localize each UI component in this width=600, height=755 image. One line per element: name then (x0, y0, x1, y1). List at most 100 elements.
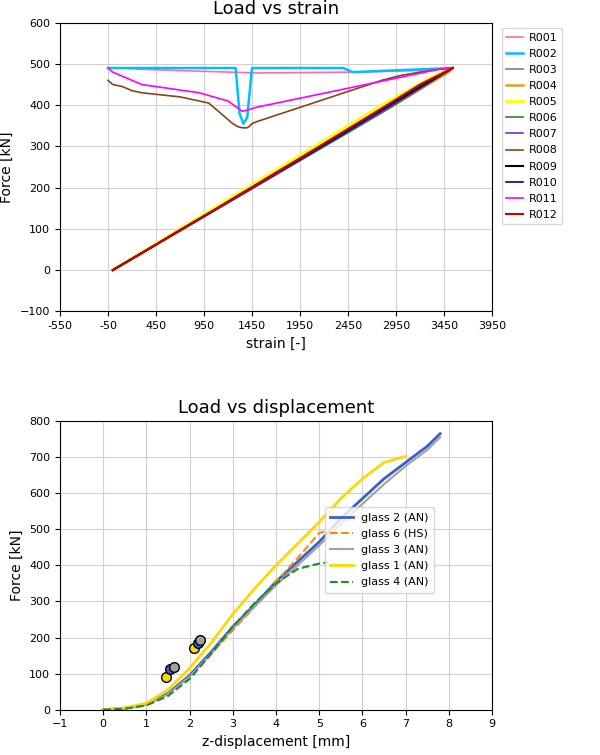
R010 (301, 153, 308, 162)
R008 (215, 106, 222, 116)
glass 3 (AN) (208, 649, 215, 658)
Line: R008: R008 (108, 68, 452, 128)
R008 (239, 123, 246, 132)
R004 (167, 231, 174, 240)
R007 (416, 84, 424, 93)
Line: glass 6 (HS): glass 6 (HS) (103, 529, 332, 710)
glass 1 (AN) (164, 686, 172, 695)
glass 2 (AN) (208, 648, 215, 657)
R012 (148, 243, 155, 252)
R009 (277, 165, 284, 174)
R002 (128, 63, 136, 72)
R002 (301, 63, 308, 72)
X-axis label: strain [-]: strain [-] (246, 337, 306, 350)
glass 2 (AN) (337, 514, 344, 523)
glass 6 (HS) (229, 626, 236, 635)
R012 (263, 174, 270, 183)
X-axis label: z-displacement [mm]: z-displacement [mm] (202, 735, 350, 749)
R002 (449, 63, 456, 72)
glass 1 (AN) (143, 698, 150, 707)
glass 3 (AN) (402, 461, 409, 470)
R008 (157, 91, 164, 100)
R008 (397, 71, 404, 80)
R006 (388, 103, 395, 112)
glass 4 (AN) (100, 705, 107, 714)
R011 (138, 80, 145, 89)
glass 1 (AN) (100, 705, 107, 714)
R002 (244, 113, 251, 122)
R009 (412, 85, 419, 94)
R012 (186, 220, 193, 230)
glass 1 (AN) (251, 584, 258, 593)
R005 (176, 224, 184, 233)
glass 4 (AN) (324, 558, 331, 567)
R010 (340, 129, 347, 138)
glass 4 (AN) (294, 565, 301, 574)
glass 1 (AN) (359, 474, 366, 483)
R006 (349, 125, 356, 134)
R002 (263, 63, 270, 72)
glass 6 (HS) (164, 691, 172, 700)
Line: R007: R007 (113, 68, 452, 270)
Legend: R001, R002, R003, R004, R005, R006, R007, R008, R009, R010, R011, R012: R001, R002, R003, R004, R005, R006, R007… (502, 28, 562, 224)
Line: R011: R011 (108, 68, 452, 111)
glass 3 (AN) (100, 705, 107, 714)
glass 3 (AN) (121, 704, 128, 713)
R012 (301, 151, 308, 160)
R005 (449, 63, 456, 72)
R012 (109, 266, 116, 275)
Line: R006: R006 (113, 68, 452, 270)
glass 6 (HS) (251, 602, 258, 612)
R005 (109, 266, 116, 275)
R005 (378, 100, 385, 109)
R005 (244, 183, 251, 192)
glass 1 (AN) (294, 539, 301, 548)
R002 (340, 63, 347, 72)
glass 2 (AN) (100, 705, 107, 714)
R012 (416, 80, 424, 89)
glass 2 (AN) (143, 700, 150, 709)
R003 (397, 92, 404, 101)
R009 (449, 63, 456, 72)
R001 (449, 63, 456, 72)
R012 (378, 104, 385, 113)
R003 (445, 66, 452, 75)
R011 (167, 84, 174, 93)
glass 1 (AN) (121, 704, 128, 713)
R008 (205, 99, 212, 108)
Line: glass 4 (AN): glass 4 (AN) (103, 562, 328, 710)
glass 2 (AN) (251, 600, 258, 609)
Line: R005: R005 (113, 68, 452, 270)
glass 2 (AN) (294, 557, 301, 566)
glass 1 (AN) (380, 458, 388, 467)
R003 (253, 179, 260, 188)
glass 4 (AN) (251, 599, 258, 608)
glass 3 (AN) (316, 541, 323, 550)
R011 (239, 106, 246, 116)
Line: R002: R002 (108, 68, 452, 124)
glass 2 (AN) (437, 429, 444, 438)
glass 3 (AN) (337, 519, 344, 528)
glass 1 (AN) (208, 639, 215, 648)
R002 (253, 63, 260, 72)
glass 3 (AN) (143, 700, 150, 709)
R011 (449, 63, 456, 72)
R002 (240, 119, 247, 128)
glass 1 (AN) (337, 494, 344, 503)
R010 (148, 243, 155, 252)
R002 (232, 63, 239, 72)
R009 (344, 125, 352, 134)
R001 (436, 64, 443, 73)
R002 (282, 63, 289, 72)
glass 1 (AN) (186, 664, 193, 673)
glass 1 (AN) (272, 561, 280, 570)
glass 2 (AN) (121, 704, 128, 713)
R008 (244, 123, 251, 132)
Legend: glass 2 (AN), glass 6 (HS), glass 3 (AN), glass 1 (AN), glass 4 (AN): glass 2 (AN), glass 6 (HS), glass 3 (AN)… (325, 507, 434, 593)
R002 (186, 63, 193, 72)
glass 6 (HS) (143, 701, 150, 710)
R006 (416, 84, 424, 93)
R008 (220, 111, 227, 120)
glass 3 (AN) (229, 624, 236, 633)
R008 (449, 63, 456, 72)
